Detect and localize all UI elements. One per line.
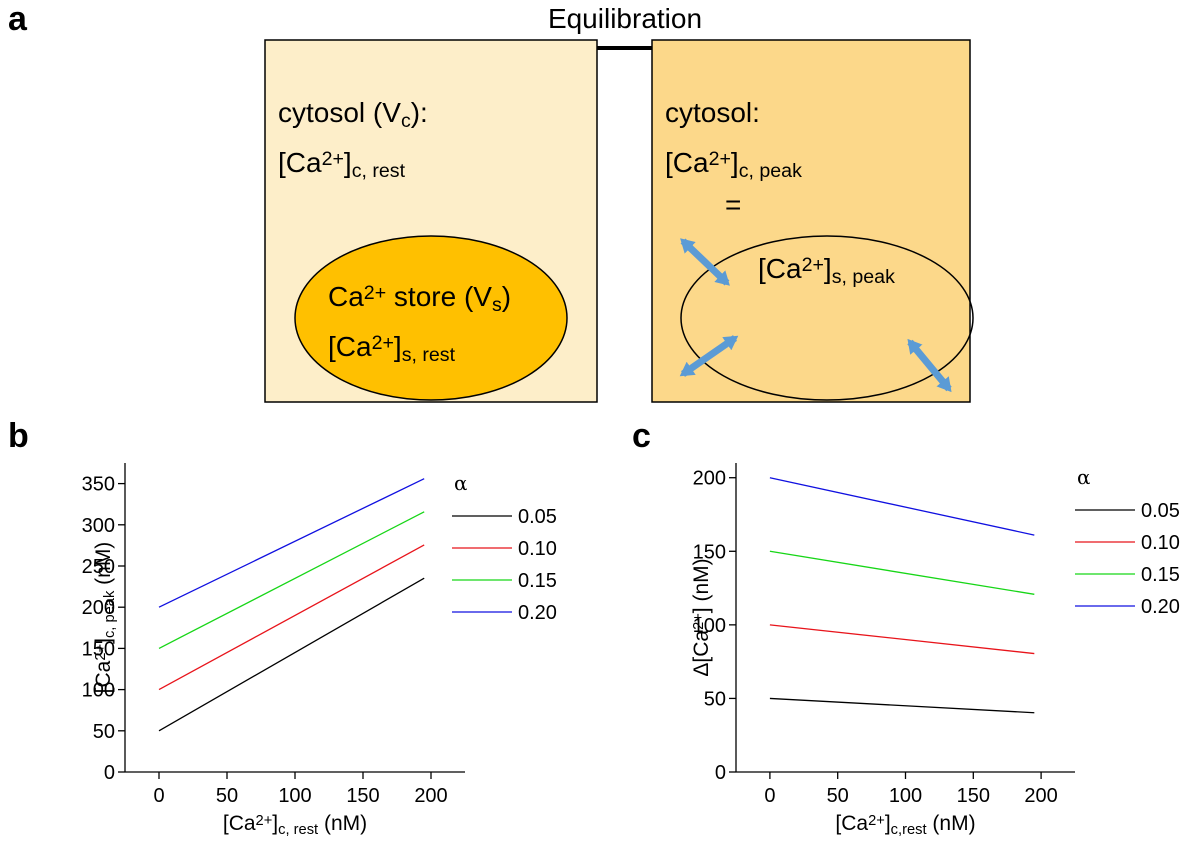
equals: =	[725, 189, 741, 220]
text-part: 2+	[709, 148, 731, 170]
legend-label: 0.15	[1141, 564, 1180, 586]
text-part: )	[502, 281, 511, 312]
y-tick-label: 50	[704, 688, 726, 710]
legend-label: 0.10	[1141, 532, 1180, 554]
text-part: (nM)	[927, 812, 976, 835]
x-axis-label: [Ca2+]c,rest (nM)	[835, 812, 975, 838]
text-part: s, rest	[402, 344, 456, 366]
legend-label: 0.05	[518, 506, 557, 528]
text-part: [Ca	[328, 331, 372, 362]
text-part: [Ca	[758, 253, 802, 284]
figure: a Equilibration = cytosol (Vc):[Ca2+]c, …	[0, 0, 1198, 842]
data-line	[159, 479, 424, 608]
cytosol-box	[652, 40, 970, 402]
data-line	[159, 545, 424, 690]
x-tick-label: 200	[1024, 785, 1057, 807]
legend-title: α	[454, 471, 468, 495]
text-part: c, rest	[278, 822, 318, 838]
x-tick-label: 200	[414, 785, 447, 807]
x-tick-label: 50	[216, 785, 238, 807]
x-axis-label: [Ca2+]c, rest (nM)	[223, 812, 367, 838]
legend-label: 0.20	[1141, 596, 1180, 618]
text-part: c, peak	[102, 590, 118, 638]
legend-label: 0.05	[1141, 500, 1180, 522]
text-part: c	[401, 110, 411, 132]
text-part: ] (nM)	[690, 558, 713, 613]
x-tick-label: 150	[346, 785, 379, 807]
x-tick-label: 100	[278, 785, 311, 807]
text-part: 2+	[372, 332, 394, 354]
text-part: Δ[Ca	[690, 630, 713, 677]
y-tick-label: 0	[715, 762, 726, 784]
legend-label: 0.10	[518, 538, 557, 560]
store	[295, 236, 567, 400]
box-title: cytosol:	[665, 97, 760, 128]
y-tick-label: 350	[82, 474, 115, 496]
text-part: ]	[344, 147, 352, 178]
y-tick-label: 300	[82, 515, 115, 537]
text-part: 2+	[322, 148, 344, 170]
text-part: ]	[824, 253, 832, 284]
legend-label: 0.20	[518, 602, 557, 624]
panel-label: a	[8, 0, 28, 38]
data-line	[770, 625, 1034, 654]
text-part: ]	[394, 331, 402, 362]
text-part: [Ca	[665, 147, 709, 178]
data-line	[159, 512, 424, 649]
text-part: (nM)	[92, 542, 115, 591]
data-line	[770, 478, 1034, 535]
text-part: c, peak	[739, 160, 802, 182]
text-part: 2+	[256, 813, 273, 829]
text-part: 2+	[868, 813, 885, 829]
text-part: c, rest	[352, 160, 406, 182]
panel-label: b	[8, 417, 29, 455]
text-part: [Ca	[278, 147, 322, 178]
text-part: 2+	[364, 282, 386, 304]
text-part: Ca	[328, 281, 364, 312]
y-tick-label: 0	[104, 762, 115, 784]
text-part: cytosol (V	[278, 97, 401, 128]
arrow-label: Equilibration	[548, 3, 702, 34]
text-part: ):	[411, 97, 428, 128]
x-tick-label: 50	[827, 785, 849, 807]
text-part: 2+	[691, 613, 707, 630]
text-part: s	[492, 294, 502, 316]
x-tick-label: 0	[153, 785, 164, 807]
text-part: s, peak	[832, 266, 895, 288]
y-tick-label: 200	[693, 468, 726, 490]
x-tick-label: 0	[764, 785, 775, 807]
data-line	[770, 698, 1034, 712]
store-name: Ca2+ store (Vs)	[328, 281, 511, 316]
text-part: store (V	[386, 281, 492, 312]
text-part: (nM)	[318, 812, 367, 835]
text-part: [Ca	[835, 812, 868, 835]
text-part: 2+	[802, 254, 824, 276]
data-line	[770, 551, 1034, 594]
text-part: c,rest	[891, 822, 927, 838]
text-part: [Ca	[223, 812, 256, 835]
text-part: ]	[731, 147, 739, 178]
panel-label: c	[632, 417, 651, 455]
legend-label: 0.15	[518, 570, 557, 592]
legend-title: α	[1077, 465, 1091, 489]
y-tick-label: 50	[93, 721, 115, 743]
x-tick-label: 100	[889, 785, 922, 807]
x-tick-label: 150	[957, 785, 990, 807]
data-line	[159, 578, 424, 731]
text-part: 2+	[93, 644, 109, 661]
text-part: [Ca	[92, 660, 115, 693]
text-part: cytosol:	[665, 97, 760, 128]
